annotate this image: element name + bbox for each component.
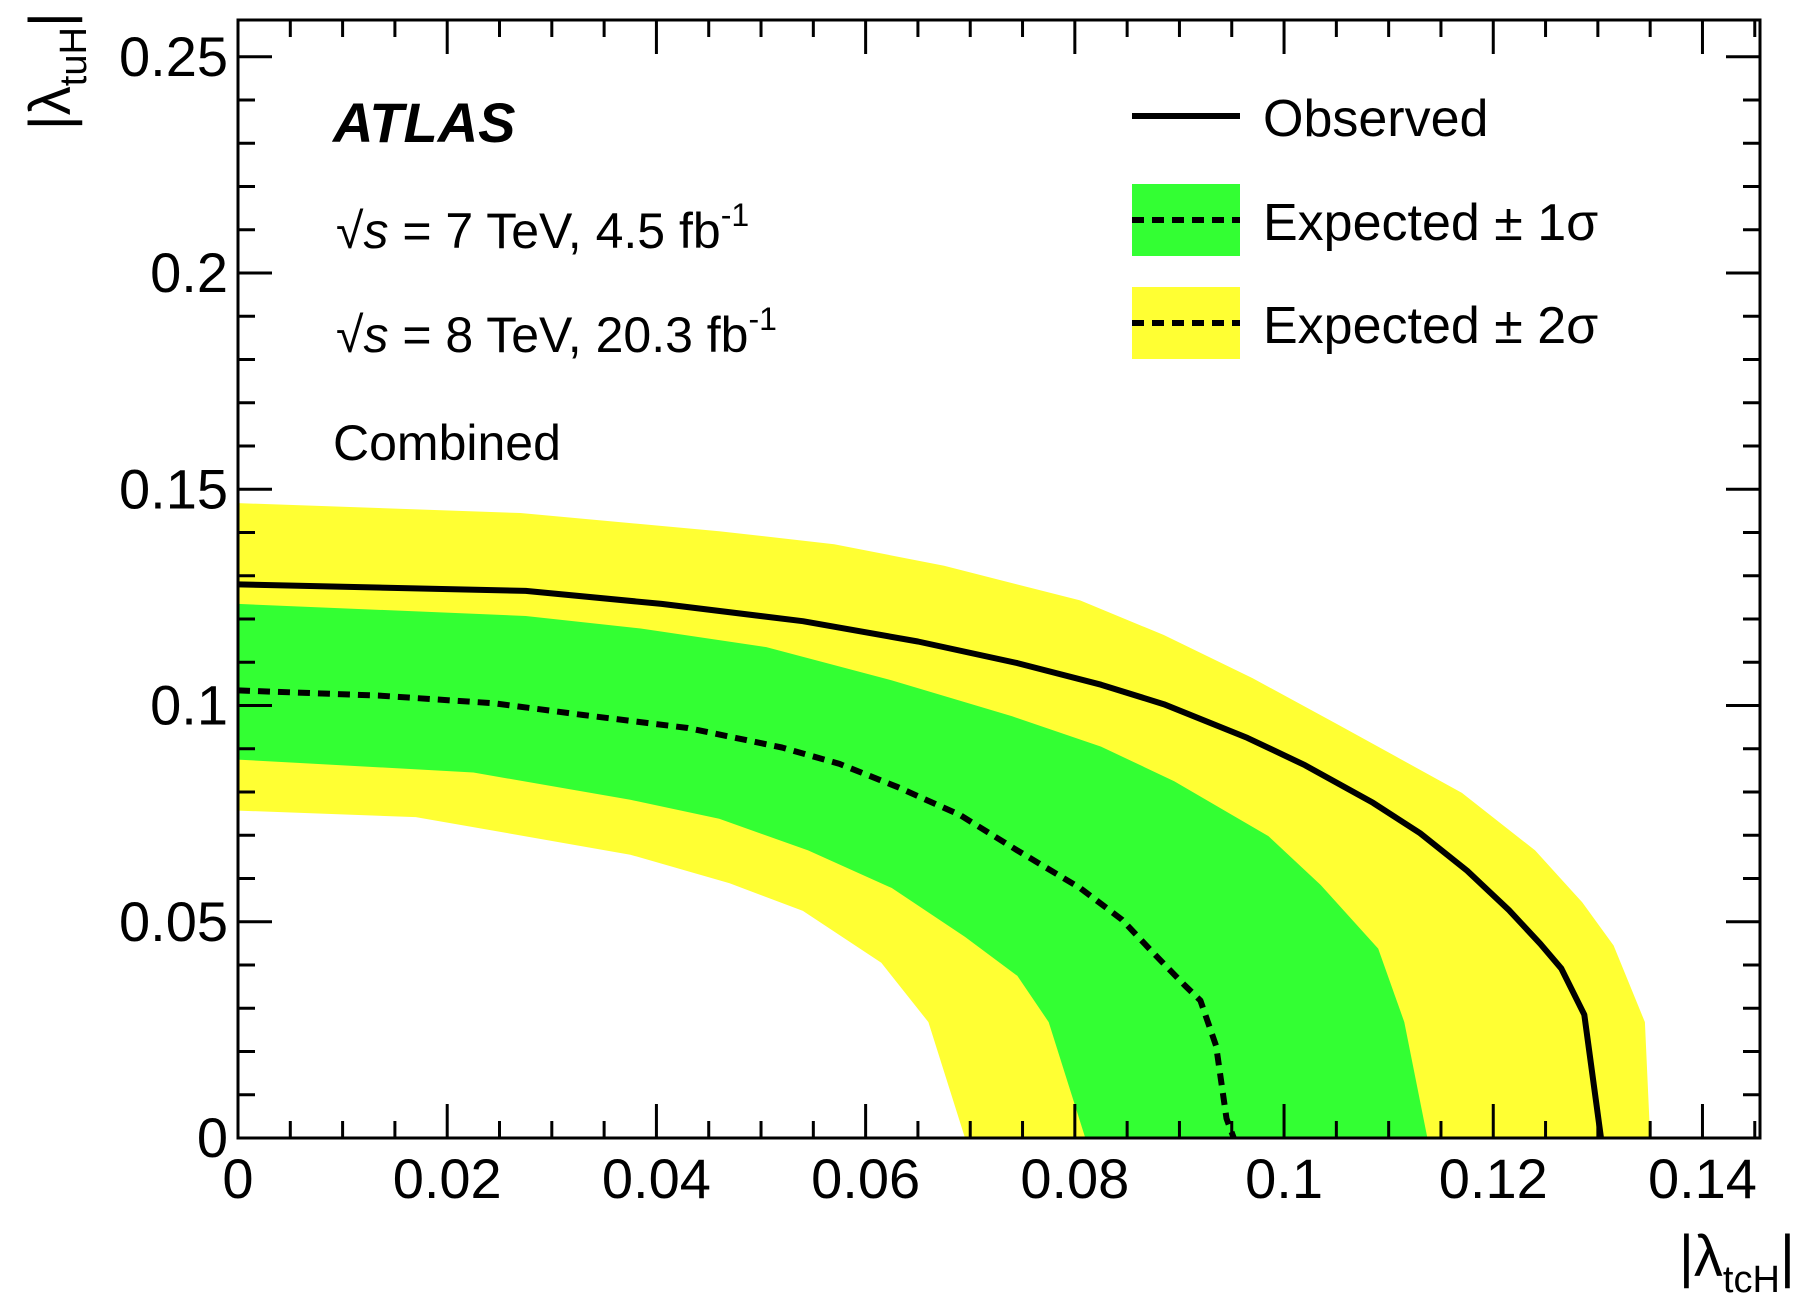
- x-tick-label: 0.04: [602, 1147, 711, 1210]
- x-axis-title: |λtcH|: [1679, 1224, 1795, 1301]
- y-axis-title-main: |λ: [18, 86, 83, 130]
- y-tick-label: 0: [197, 1106, 228, 1169]
- y-axis-title-sub: tuH: [53, 27, 95, 86]
- legend-label-1sigma: Expected ± 1σ: [1263, 194, 1598, 252]
- y-axis-title: |λtuH|: [18, 12, 95, 130]
- series-line-expected: [237, 687, 1237, 1140]
- legend-label-observed: Observed: [1263, 90, 1488, 148]
- energy-sup: -1: [749, 301, 777, 337]
- axis-ticks: [236, 20, 1760, 1140]
- energy-text: = 7 TeV, 4.5 fb: [388, 203, 720, 259]
- limit-curves: [237, 581, 1604, 1140]
- uncertainty-bands: [238, 503, 1651, 1139]
- legend-label-2sigma: Expected ± 2σ: [1263, 297, 1598, 355]
- sqrt-symbol: √: [336, 307, 364, 363]
- s-symbol: s: [363, 203, 388, 259]
- x-tick-label: 0.12: [1439, 1147, 1548, 1210]
- sqrt-symbol: √: [336, 203, 364, 259]
- legend-item-expected-1sigma: Expected ± 1σ: [1132, 184, 1598, 256]
- legend: Observed Expected ± 1σ Expected ± 2σ: [1132, 90, 1598, 359]
- energy-text: = 8 TeV, 20.3 fb: [388, 307, 748, 363]
- x-tick-label: 0.1: [1245, 1147, 1323, 1210]
- y-tick-label: 0.1: [150, 674, 228, 737]
- x-tick-label: 0.06: [811, 1147, 920, 1210]
- x-tick-label: 0.14: [1648, 1147, 1757, 1210]
- x-tick-label: 0.08: [1020, 1147, 1129, 1210]
- y-tick-label: 0.15: [119, 457, 228, 520]
- plot-frame: [236, 18, 1762, 1140]
- band-expected-1: [238, 603, 1428, 1138]
- series-line-observed: [237, 581, 1604, 1139]
- x-axis-title-sub: tcH: [1723, 1259, 1780, 1301]
- energy-label-8tev: √s = 8 TeV, 20.3 fb-1: [336, 301, 777, 363]
- x-axis-title-main: |λ: [1679, 1224, 1723, 1289]
- energy-label-7tev: √s = 7 TeV, 4.5 fb-1: [336, 197, 749, 259]
- energy-sup: -1: [721, 197, 749, 233]
- x-tick-label: 0.02: [393, 1147, 502, 1210]
- atlas-label: ATLAS: [331, 91, 516, 154]
- legend-item-observed: Observed: [1132, 90, 1488, 148]
- y-tick-label: 0.25: [119, 25, 228, 88]
- x-axis-title-close: |: [1780, 1224, 1795, 1289]
- combined-label: Combined: [333, 415, 561, 471]
- y-axis-title-close: |: [18, 12, 83, 27]
- x-tick-label: 0: [222, 1147, 253, 1210]
- axis-tick-labels: 0 0.02 0.04 0.06 0.08 0.1 0.12 0.14 0 0.05 0.1 0.15…: [119, 25, 1757, 1210]
- y-tick-label: 0.05: [119, 890, 228, 953]
- s-symbol: s: [363, 307, 388, 363]
- legend-item-expected-2sigma: Expected ± 2σ: [1132, 287, 1598, 359]
- y-tick-label: 0.2: [150, 241, 228, 304]
